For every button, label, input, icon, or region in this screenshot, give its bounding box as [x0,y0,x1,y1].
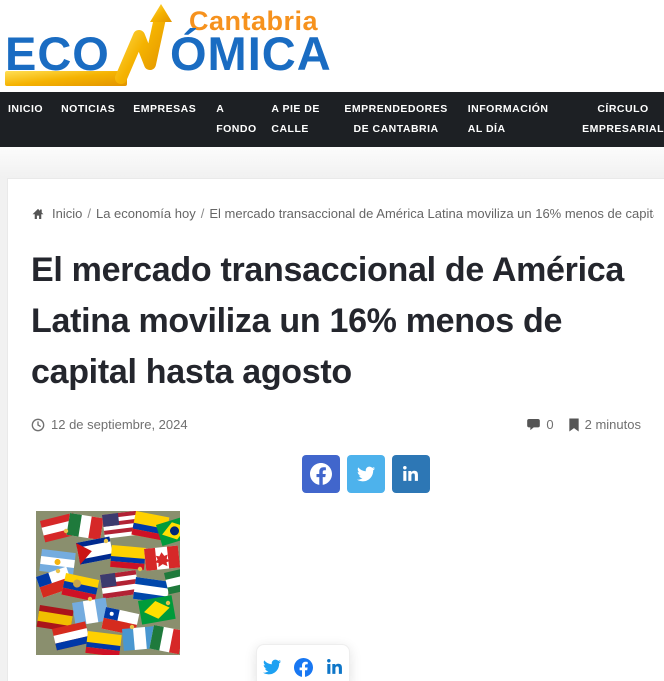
nav-item-a-fondo[interactable]: A FONDO [216,103,257,135]
growth-arrow-icon [5,4,172,86]
nav-item-emprendedores[interactable]: EMPRENDEDORES DE CANTABRIA [344,102,448,135]
breadcrumb-separator: / [87,205,91,221]
article-date: 12 de septiembre, 2024 [51,417,188,432]
logo-text-cantabria: Cantabria [189,6,319,36]
bookmark-icon [568,417,579,432]
breadcrumb: Inicio / La economía hoy / El mercado tr… [31,204,654,222]
share-buttons [54,455,664,493]
site-header: Cantabria ECO ÓMICA [0,0,664,92]
nav-item-a-pie-de-calle[interactable]: A PIE DE CALLE [271,103,320,135]
read-time: 2 minutos [584,417,641,432]
page-title: El mercado transaccional de América Lati… [31,251,624,391]
facebook-icon [309,463,332,485]
linkedin-icon[interactable] [326,658,343,676]
article-image [36,511,180,655]
facebook-icon[interactable] [294,657,313,677]
breadcrumb-separator: / [200,205,205,221]
article-meta: 12 de septiembre, 2024 0 2 minutos [31,417,641,432]
read-time-chip: 2 minutos [568,417,641,432]
nav-item-empresas[interactable]: EMPRESAS [133,103,197,115]
nav-item-inicio[interactable]: INICIO [8,103,44,115]
clock-icon [31,418,45,432]
article-card: Inicio / La economía hoy / El mercado tr… [7,178,664,681]
comments-count: 0 [546,417,554,432]
twitter-share-button[interactable] [346,455,385,493]
comments-chip[interactable]: 0 [526,417,554,432]
home-icon [31,207,45,220]
twitter-icon [356,465,375,483]
breadcrumb-current: El mercado transaccional de América Lati… [209,205,654,221]
breadcrumb-section[interactable]: La economía hoy [95,205,196,221]
flags-collage-illustration [36,511,180,655]
floating-share-bar [256,644,350,681]
breadcrumb-home[interactable]: Inicio [52,205,83,221]
linkedin-icon [402,465,419,483]
linkedin-share-button[interactable] [391,455,430,493]
facebook-share-button[interactable] [301,455,340,493]
main-nav: INICIO NOTICIAS EMPRESAS A FONDO A PIE D… [0,92,664,147]
comment-icon [527,419,541,431]
nav-item-noticias[interactable]: NOTICIAS [61,103,116,115]
site-logo[interactable]: Cantabria ECO ÓMICA [3,4,355,88]
nav-item-circulo-empresarial[interactable]: CÍRCULO EMPRESARIAL [582,102,664,135]
logo-text-omica: ÓMICA [170,27,332,80]
twitter-icon[interactable] [263,658,281,676]
nav-item-informacion-al-dia[interactable]: INFORMACIÓN AL DÍA [467,103,549,135]
